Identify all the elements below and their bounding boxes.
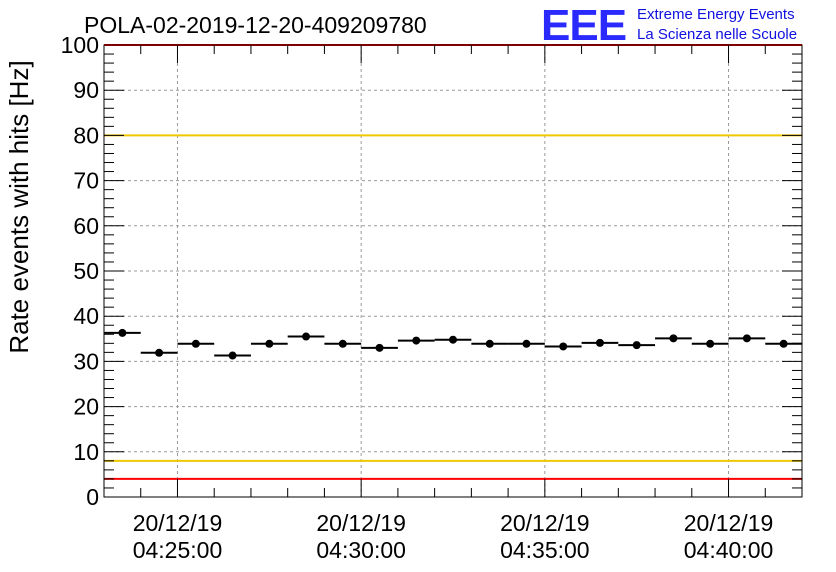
x-tick-date-label: 20/12/19 [133, 510, 223, 536]
data-point [118, 328, 127, 337]
x-tick-time-label: 04:25:00 [133, 537, 223, 563]
logo-letters: EEE [541, 1, 626, 50]
x-tick-time-label: 04:40:00 [684, 537, 774, 563]
data-point [191, 339, 200, 348]
data-point [302, 332, 311, 341]
x-tick-date-label: 20/12/19 [316, 510, 406, 536]
data-point [375, 343, 384, 352]
x-tick-date-label: 20/12/19 [500, 510, 590, 536]
y-tick-label: 30 [73, 348, 99, 374]
chart-title: POLA-02-2019-12-20-409209780 [84, 12, 427, 38]
logo-line-1: Extreme Energy Events [637, 6, 795, 23]
data-point [595, 338, 604, 347]
reference-lines [104, 44, 802, 480]
data-point [449, 335, 457, 344]
y-tick-label: 0 [86, 484, 99, 510]
x-axis: 20/12/1904:25:0020/12/1904:30:0020/12/19… [103, 45, 803, 563]
data-point [265, 339, 274, 348]
x-tick-date-label: 20/12/19 [684, 510, 774, 536]
x-tick-time-label: 04:30:00 [316, 537, 406, 563]
x-tick-time-label: 04:35:00 [500, 537, 590, 563]
data-point [706, 339, 715, 348]
y-axis: 0 10 20 30 40 50 60 70 80 90 100 [61, 32, 802, 510]
data-point [155, 348, 164, 357]
y-tick-label: 60 [73, 213, 99, 239]
eee-logo: EEE Extreme Energy Events La Scienza nel… [541, 1, 797, 50]
y-axis-label: Rate events with hits [Hz] [4, 60, 34, 353]
data-point [522, 339, 531, 348]
y-tick-label: 10 [73, 439, 99, 465]
grid-lines [104, 45, 802, 497]
y-tick-label: 100 [61, 32, 99, 58]
y-tick-label: 70 [73, 168, 99, 194]
y-tick-label: 50 [73, 258, 99, 284]
data-point [779, 339, 788, 348]
data-point [412, 336, 421, 345]
logo-line-2: La Scienza nelle Scuole [637, 26, 797, 43]
data-point [742, 334, 751, 343]
data-point [669, 334, 678, 343]
y-tick-label: 80 [73, 122, 99, 148]
data-series [104, 328, 802, 360]
y-tick-label: 40 [73, 303, 99, 329]
data-point [338, 339, 347, 348]
data-point [632, 341, 641, 350]
data-point [559, 342, 568, 351]
data-point [485, 339, 494, 348]
data-point [228, 351, 237, 360]
y-tick-label: 90 [73, 77, 99, 103]
y-tick-label: 20 [73, 394, 99, 420]
